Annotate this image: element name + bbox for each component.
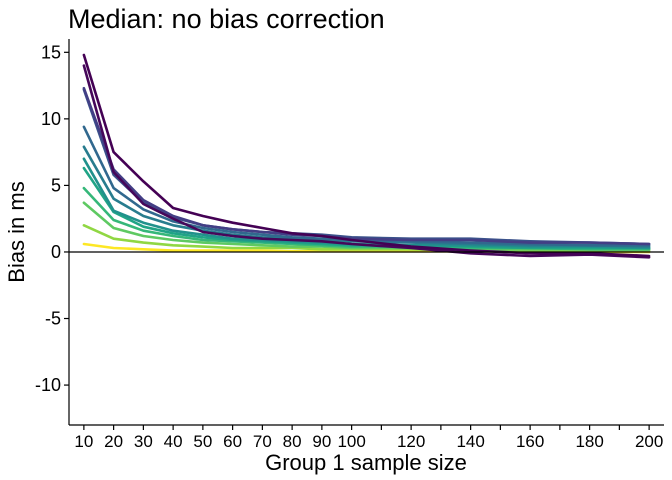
x-tick-label: 10 bbox=[74, 432, 93, 451]
y-tick-label: 0 bbox=[51, 242, 61, 262]
x-tick-label: 90 bbox=[312, 432, 331, 451]
y-tick-label: 10 bbox=[41, 109, 61, 129]
x-tick-label: 70 bbox=[253, 432, 272, 451]
x-tick-label: 80 bbox=[283, 432, 302, 451]
x-tick-label: 60 bbox=[223, 432, 242, 451]
y-tick-label: 15 bbox=[41, 42, 61, 62]
chart-title: Median: no bias correction bbox=[68, 4, 385, 34]
x-axis-ticks: 10 20 30 40 50 60 70 80 90 100 120 140 160 180 200 bbox=[74, 425, 663, 451]
y-axis-title: Bias in ms bbox=[4, 181, 29, 282]
x-tick-label: 40 bbox=[164, 432, 183, 451]
x-tick-label: 160 bbox=[516, 432, 544, 451]
y-tick-label: -10 bbox=[35, 375, 61, 395]
x-tick-label: 20 bbox=[104, 432, 123, 451]
x-tick-label: 140 bbox=[456, 432, 484, 451]
series-line-1 bbox=[82, 53, 651, 258]
series-line-11 bbox=[82, 224, 651, 252]
series-line-5 bbox=[82, 125, 651, 247]
y-tick-label: 5 bbox=[51, 175, 61, 195]
x-tick-label: 120 bbox=[397, 432, 425, 451]
plot-lines bbox=[82, 53, 651, 259]
y-tick-label: -5 bbox=[45, 309, 61, 329]
series-line-2 bbox=[82, 64, 651, 259]
y-axis-ticks: -10 -5 0 5 10 15 bbox=[35, 42, 69, 395]
series-line-3 bbox=[82, 86, 651, 246]
x-tick-label: 200 bbox=[635, 432, 663, 451]
x-axis-title: Group 1 sample size bbox=[265, 450, 467, 475]
x-tick-label: 100 bbox=[337, 432, 365, 451]
x-tick-label: 30 bbox=[134, 432, 153, 451]
x-tick-label: 180 bbox=[575, 432, 603, 451]
x-tick-label: 50 bbox=[193, 432, 212, 451]
